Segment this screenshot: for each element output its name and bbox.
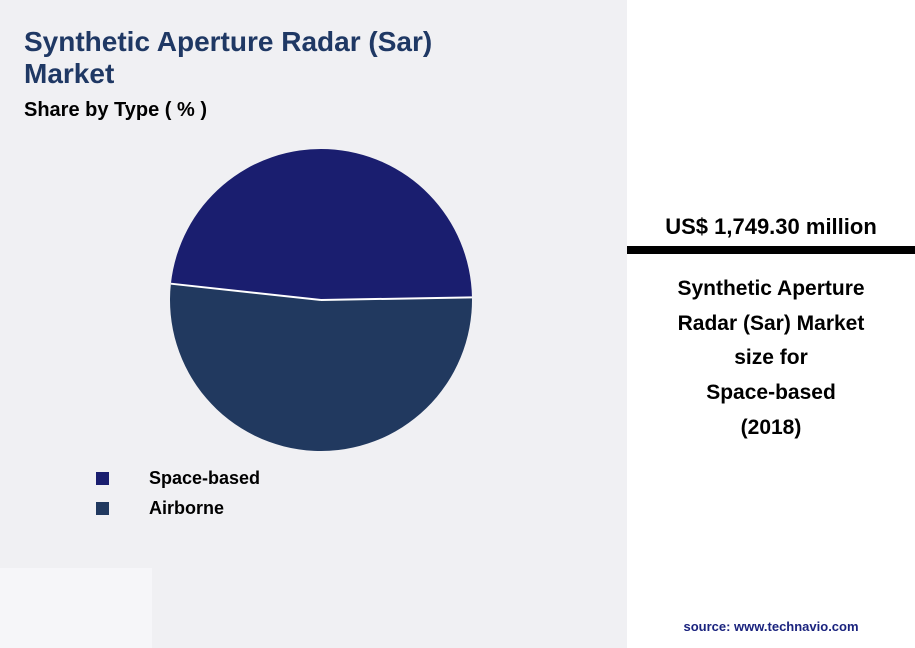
legend-item-airborne: Airborne [96,493,260,523]
page-subtitle: Share by Type ( % ) [24,99,208,121]
page-title: Synthetic Aperture Radar (Sar) Market [24,26,433,90]
pie-slice-divider [320,296,472,301]
chart-area: Synthetic Aperture Radar (Sar) Market Sh… [0,26,473,648]
legend-swatch [96,471,109,485]
pie-slice-divider [170,282,322,301]
chart-legend: Space-based Airborne [96,463,260,523]
legend-item-space-based: Space-based [96,463,260,493]
info-panel: US$ 1,749.30 million Synthetic Aperture … [627,0,915,648]
pie-slice-space-based [170,148,472,300]
pie-chart [169,148,473,452]
market-size-value: US$ 1,749.30 million [665,214,877,239]
legend-label: Space-based [149,467,261,488]
market-size-description: Synthetic Aperture Radar (Sar) Market si… [677,277,865,439]
panel-divider [627,246,915,254]
legend-label: Airborne [149,497,225,518]
watermark-area [0,568,152,648]
legend-swatch [96,501,109,515]
pie-slice-airborne [170,283,472,451]
source-credit: source: www.technavio.com [683,619,859,634]
pie-chart-svg [170,148,472,451]
